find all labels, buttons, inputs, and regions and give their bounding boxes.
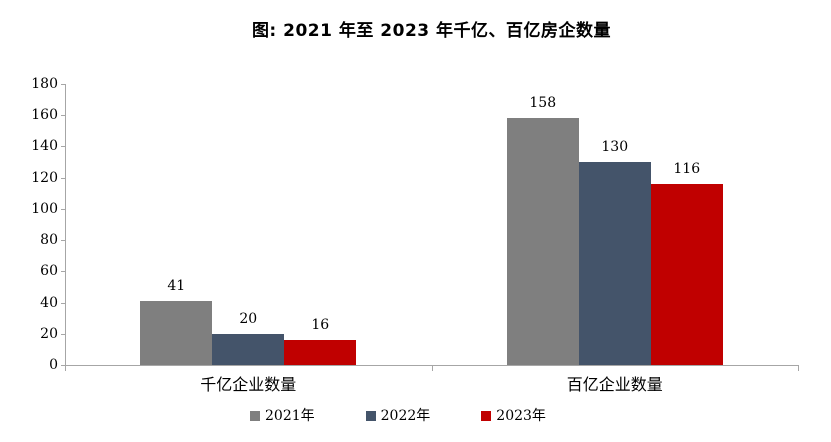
y-axis-tick-label: 140 (31, 138, 58, 155)
bar-value-label: 116 (673, 160, 701, 177)
y-axis-tick (61, 177, 65, 179)
legend-label: 2022年 (380, 408, 431, 424)
legend-item: 2022年 (365, 408, 431, 424)
y-axis-tick-label: 0 (49, 357, 58, 373)
chart-title: 图: 2021 年至 2023 年千亿、百亿房企数量 (251, 21, 612, 41)
y-axis-tick-label: 40 (40, 294, 58, 311)
y-axis-line (65, 84, 66, 365)
y-axis-tick (61, 365, 65, 366)
y-axis-tick (61, 84, 65, 85)
x-axis-tick (798, 366, 799, 371)
x-axis-line (65, 365, 799, 366)
y-axis-tick (61, 271, 65, 273)
y-axis-tick-label: 120 (31, 169, 58, 186)
x-axis-tick (65, 366, 66, 371)
y-axis-tick-label: 100 (31, 200, 58, 217)
y-axis-tick-label: 80 (40, 232, 58, 249)
bar-value-label: 16 (311, 317, 330, 334)
y-axis-tick-label: 20 (40, 325, 58, 342)
bar (578, 162, 651, 365)
bar-value-label: 158 (529, 95, 557, 112)
x-axis-tick (431, 366, 433, 371)
legend-item: 2023年 (481, 409, 546, 423)
y-axis-tick (61, 146, 65, 148)
y-axis-tick-label: 180 (31, 76, 58, 92)
bar (212, 333, 285, 365)
bar (284, 340, 357, 365)
y-axis-tick (61, 333, 65, 335)
legend-swatch (481, 411, 492, 421)
y-axis-tick (61, 115, 65, 117)
category-label: 千亿企业数量 (200, 375, 297, 394)
legend-label: 2021年 (265, 408, 315, 424)
y-axis-tick (61, 302, 65, 304)
bar (650, 183, 723, 365)
legend-swatch (250, 411, 260, 421)
y-axis-tick-label: 160 (31, 107, 58, 124)
y-axis-tick-label: 60 (40, 263, 58, 280)
bar (140, 300, 213, 365)
y-axis-tick (61, 208, 65, 210)
y-axis-tick (61, 240, 65, 242)
legend-swatch (365, 411, 376, 421)
bar-value-label: 41 (167, 277, 186, 294)
bar (506, 118, 579, 365)
bar-value-label: 130 (601, 139, 629, 156)
legend-label: 2023年 (496, 408, 546, 424)
legend: 2021年 2022年 2023年 (250, 409, 546, 423)
category-label: 百亿企业数量 (566, 375, 663, 394)
bar-value-label: 20 (239, 310, 258, 327)
legend-item: 2021年 (250, 409, 315, 423)
